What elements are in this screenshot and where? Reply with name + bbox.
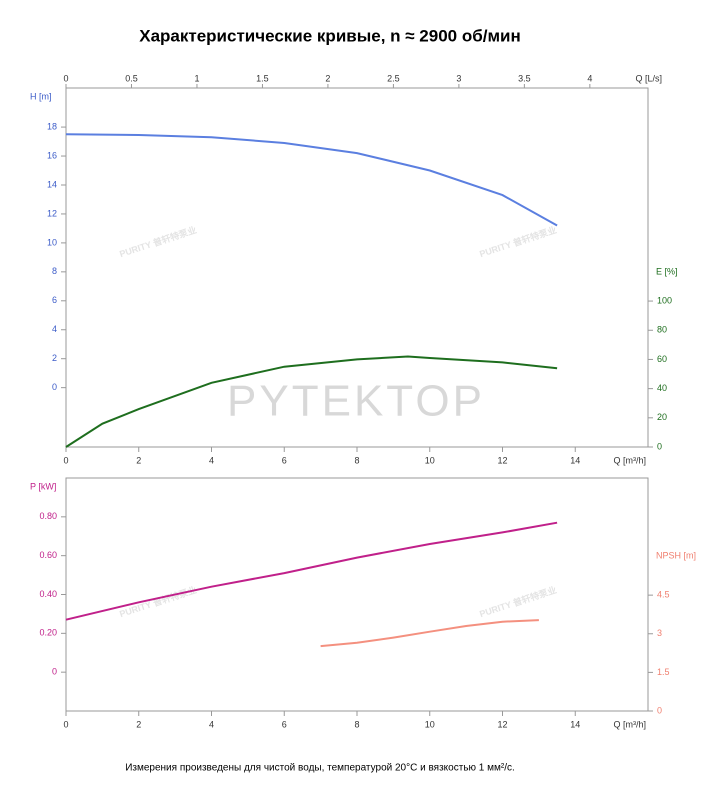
tick-label: 0.80 bbox=[39, 511, 57, 521]
tick-label: 0 bbox=[63, 455, 68, 465]
plot-area bbox=[65, 477, 649, 712]
watermark: PURITY 普轩特泵业 bbox=[118, 584, 198, 619]
title: Характеристические кривые, n ≈ 2900 об/м… bbox=[139, 26, 521, 45]
x-axis-label: Q [m³/h] bbox=[613, 719, 646, 729]
tick-label: 8 bbox=[52, 266, 57, 276]
curve bbox=[65, 521, 558, 621]
tick-label: 8 bbox=[354, 719, 359, 729]
tick-label: 0 bbox=[63, 73, 68, 83]
tick-label: 2 bbox=[136, 455, 141, 465]
y-axis-label: H [m] bbox=[30, 91, 52, 101]
tick-label: 0 bbox=[52, 382, 57, 392]
tick-label: 60 bbox=[657, 354, 667, 364]
tick-label: 1.5 bbox=[657, 667, 670, 677]
tick-label: 12 bbox=[47, 208, 57, 218]
y-axis-label: P [kW] bbox=[30, 481, 56, 491]
tick-label: 6 bbox=[52, 295, 57, 305]
tick-label: 0 bbox=[657, 441, 662, 451]
tick-label: 100 bbox=[657, 295, 672, 305]
tick-label: 3.5 bbox=[518, 73, 531, 83]
tick-label: 0.20 bbox=[39, 628, 57, 638]
tick-label: 0 bbox=[52, 667, 57, 677]
tick-label: 2 bbox=[52, 353, 57, 363]
tick-label: 14 bbox=[570, 455, 580, 465]
y2-axis-label: NPSH [m] bbox=[656, 550, 696, 560]
tick-label: 18 bbox=[47, 121, 57, 131]
tick-label: 4 bbox=[587, 73, 592, 83]
tick-label: 14 bbox=[47, 179, 57, 189]
x2-axis-label: Q [L/s] bbox=[635, 73, 662, 83]
tick-label: 1 bbox=[194, 73, 199, 83]
tick-label: 10 bbox=[47, 237, 57, 247]
tick-label: 1.5 bbox=[256, 73, 269, 83]
tick-label: 4 bbox=[209, 455, 214, 465]
tick-label: 80 bbox=[657, 325, 667, 335]
curve bbox=[320, 619, 539, 648]
watermark: PURITY 普轩特泵业 bbox=[118, 224, 198, 259]
tick-label: 0.60 bbox=[39, 550, 57, 560]
tick-label: 0.5 bbox=[125, 73, 138, 83]
x-axis-label: Q [m³/h] bbox=[613, 455, 646, 465]
tick-label: 0.40 bbox=[39, 589, 57, 599]
note: Измерения произведены для чистой воды, т… bbox=[125, 763, 515, 774]
tick-label: 40 bbox=[657, 383, 667, 393]
tick-label: 4 bbox=[52, 324, 57, 334]
tick-label: 8 bbox=[354, 455, 359, 465]
tick-label: 12 bbox=[497, 455, 507, 465]
tick-label: 3 bbox=[456, 73, 461, 83]
tick-label: 0 bbox=[63, 719, 68, 729]
tick-label: 6 bbox=[282, 719, 287, 729]
tick-label: 2.5 bbox=[387, 73, 400, 83]
tick-label: 4.5 bbox=[657, 590, 670, 600]
tick-label: 0 bbox=[657, 705, 662, 715]
tick-label: 14 bbox=[570, 719, 580, 729]
curve bbox=[65, 355, 558, 448]
curve bbox=[65, 133, 558, 227]
tick-label: 16 bbox=[47, 150, 57, 160]
tick-label: 10 bbox=[425, 455, 435, 465]
watermark: PURITY 普轩特泵业 bbox=[478, 224, 558, 259]
tick-label: 4 bbox=[209, 719, 214, 729]
y2-axis-label: E [%] bbox=[656, 266, 678, 276]
tick-label: 12 bbox=[497, 719, 507, 729]
tick-label: 10 bbox=[425, 719, 435, 729]
watermark-brand: PYTEKTOP bbox=[227, 377, 485, 426]
tick-label: 3 bbox=[657, 628, 662, 638]
tick-label: 6 bbox=[282, 455, 287, 465]
tick-label: 20 bbox=[657, 412, 667, 422]
watermark: PURITY 普轩特泵业 bbox=[478, 584, 558, 619]
tick-label: 2 bbox=[136, 719, 141, 729]
tick-label: 2 bbox=[325, 73, 330, 83]
